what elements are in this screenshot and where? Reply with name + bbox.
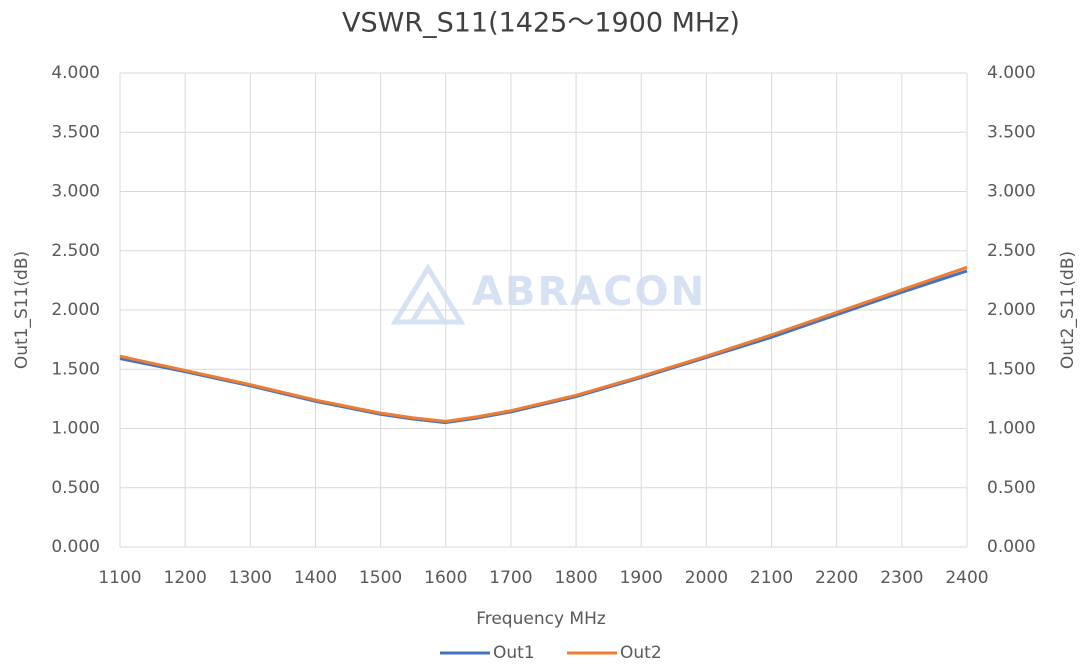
x-tick-label: 1500 (359, 568, 402, 588)
chart-title: VSWR_S11(1425～1900 MHz) (342, 8, 740, 39)
y2-tick-label: 4.000 (987, 63, 1036, 83)
x-tick-label: 1400 (294, 568, 337, 588)
y2-tick-label: 2.000 (987, 300, 1036, 320)
y2-tick-label: 1.500 (987, 359, 1036, 379)
y-tick-label: 0.000 (51, 537, 100, 557)
x-tick-label: 2000 (685, 568, 728, 588)
x-tick-label: 2200 (815, 568, 858, 588)
x-tick-label: 1100 (98, 568, 141, 588)
legend-label: Out1 (493, 643, 535, 663)
series-line (119, 265, 968, 423)
legend-label: Out2 (620, 643, 662, 663)
x-tick-label: 2400 (945, 568, 988, 588)
y-tick-label: 2.000 (51, 300, 100, 320)
y-tick-label: 3.000 (51, 182, 100, 202)
y-tick-label: 0.500 (51, 478, 100, 498)
y-tick-label: 1.500 (51, 359, 100, 379)
y2-tick-label: 0.500 (987, 478, 1036, 498)
y-tick-label: 2.500 (51, 241, 100, 261)
x-tick-label: 1300 (229, 568, 272, 588)
x-tick-label: 1800 (554, 568, 597, 588)
x-tick-label: 1900 (620, 568, 663, 588)
watermark-logo (390, 263, 466, 325)
x-tick-label: 1600 (424, 568, 467, 588)
y-axis-title: Out1_S11(dB) (12, 251, 32, 369)
y2-tick-label: 0.000 (987, 537, 1036, 557)
x-tick-label: 1700 (489, 568, 532, 588)
x-tick-label: 2100 (750, 568, 793, 588)
y2-tick-label: 3.000 (987, 182, 1036, 202)
y2-tick-label: 2.500 (987, 241, 1036, 261)
y2-tick-label: 1.000 (987, 419, 1036, 439)
y-tick-label: 4.000 (51, 63, 100, 83)
y2-tick-label: 3.500 (987, 122, 1036, 142)
y2-axis-title: Out2_S11(dB) (1058, 251, 1078, 369)
watermark: ABRACON (472, 269, 706, 315)
x-tick-label: 1200 (164, 568, 207, 588)
y-tick-label: 3.500 (51, 122, 100, 142)
y-tick-label: 1.000 (51, 419, 100, 439)
x-axis-title: Frequency MHz (476, 609, 606, 629)
x-tick-label: 2300 (880, 568, 923, 588)
